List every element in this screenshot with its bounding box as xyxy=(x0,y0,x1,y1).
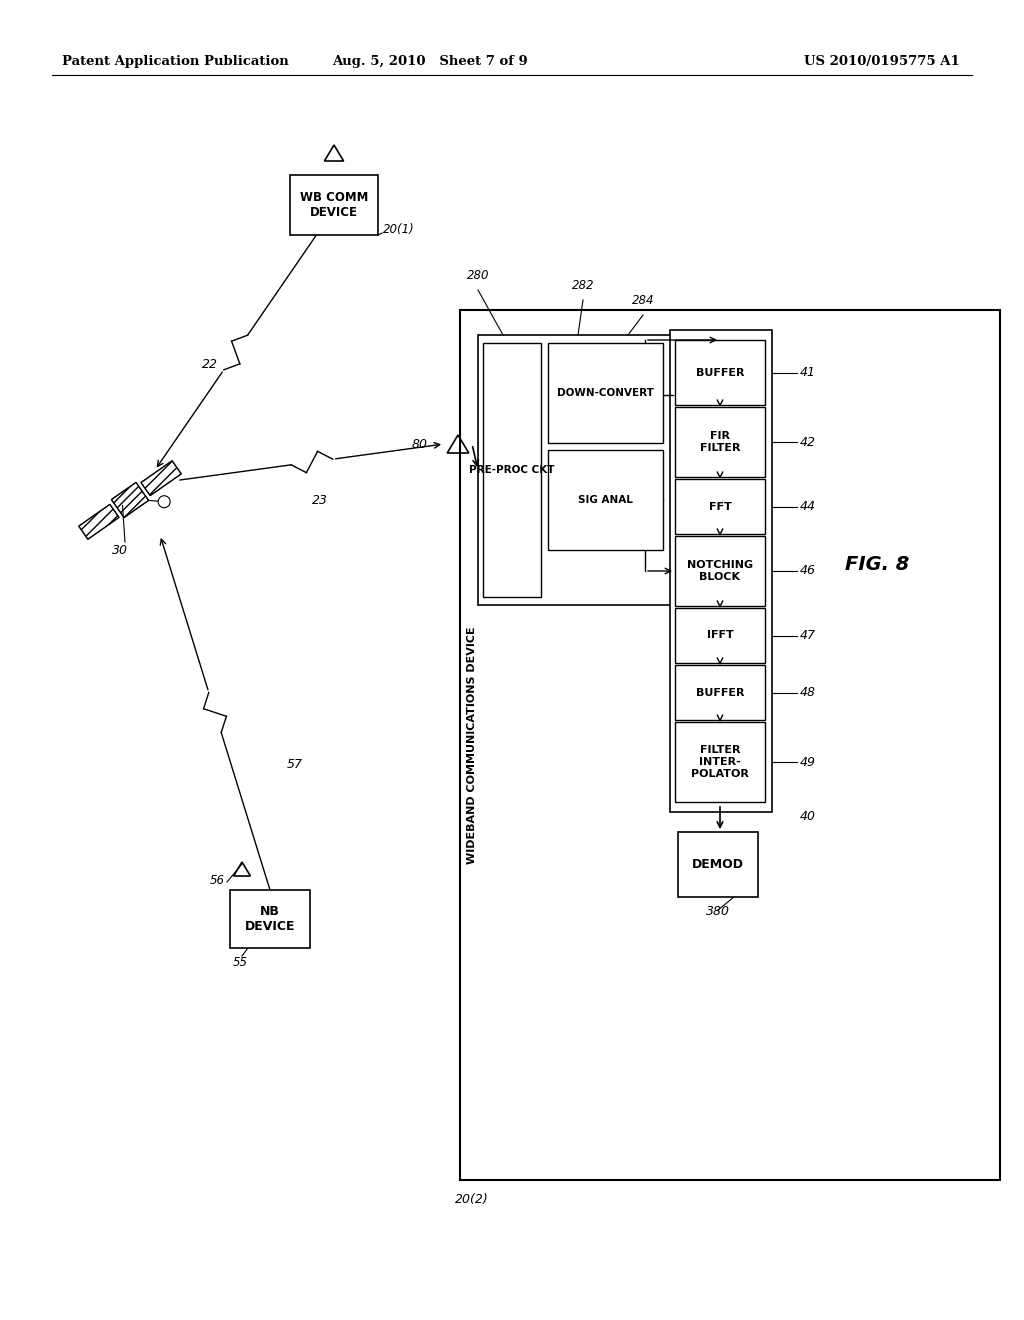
Bar xyxy=(675,479,765,535)
Bar xyxy=(675,407,765,477)
Text: 20(1): 20(1) xyxy=(383,223,415,236)
Text: 380: 380 xyxy=(706,906,730,917)
Bar xyxy=(230,890,310,948)
Text: US 2010/0195775 A1: US 2010/0195775 A1 xyxy=(804,55,961,69)
Bar xyxy=(675,536,765,606)
Polygon shape xyxy=(79,504,119,540)
Bar xyxy=(675,341,765,405)
Text: 56: 56 xyxy=(210,874,225,887)
Text: DEMOD: DEMOD xyxy=(692,858,744,871)
Text: 57: 57 xyxy=(287,759,303,771)
Text: 282: 282 xyxy=(571,279,594,292)
Bar xyxy=(290,176,378,235)
Polygon shape xyxy=(112,482,148,517)
Text: 46: 46 xyxy=(800,565,816,578)
Text: 284: 284 xyxy=(632,294,654,308)
Text: 44: 44 xyxy=(800,500,816,513)
Bar xyxy=(548,343,663,444)
Text: BUFFER: BUFFER xyxy=(695,688,744,697)
Text: 49: 49 xyxy=(800,755,816,768)
Text: FFT: FFT xyxy=(709,502,731,511)
Text: 55: 55 xyxy=(232,956,248,969)
Text: 22: 22 xyxy=(202,359,218,371)
Bar xyxy=(678,832,758,898)
Text: NB
DEVICE: NB DEVICE xyxy=(245,906,295,933)
Bar xyxy=(478,335,673,605)
Text: PRE-PROC CKT: PRE-PROC CKT xyxy=(469,465,555,475)
Circle shape xyxy=(158,496,170,508)
Text: WB COMM
DEVICE: WB COMM DEVICE xyxy=(300,191,369,219)
Text: 23: 23 xyxy=(312,494,328,507)
Text: Patent Application Publication: Patent Application Publication xyxy=(62,55,289,69)
Text: Aug. 5, 2010   Sheet 7 of 9: Aug. 5, 2010 Sheet 7 of 9 xyxy=(332,55,528,69)
Text: FIG. 8: FIG. 8 xyxy=(845,554,909,573)
Bar xyxy=(675,722,765,803)
Bar xyxy=(670,330,772,812)
Text: SIG ANAL: SIG ANAL xyxy=(579,495,633,506)
Bar xyxy=(675,609,765,663)
Text: 41: 41 xyxy=(800,366,816,379)
Polygon shape xyxy=(141,461,181,495)
Text: WIDEBAND COMMUNICATIONS DEVICE: WIDEBAND COMMUNICATIONS DEVICE xyxy=(467,626,477,863)
Text: 20(2): 20(2) xyxy=(455,1193,488,1206)
Bar xyxy=(675,665,765,719)
Bar xyxy=(483,343,541,597)
Text: FIR
FILTER: FIR FILTER xyxy=(699,432,740,453)
Text: 280: 280 xyxy=(467,269,489,282)
Bar xyxy=(548,450,663,550)
Text: DOWN-CONVERT: DOWN-CONVERT xyxy=(557,388,654,399)
Text: NOTCHING
BLOCK: NOTCHING BLOCK xyxy=(687,560,753,582)
Text: 30: 30 xyxy=(112,544,128,557)
Text: 47: 47 xyxy=(800,630,816,642)
Bar xyxy=(460,310,1000,1180)
Text: BUFFER: BUFFER xyxy=(695,367,744,378)
Text: 40: 40 xyxy=(800,810,816,824)
Text: 42: 42 xyxy=(800,436,816,449)
Text: 80: 80 xyxy=(412,437,428,450)
Text: 48: 48 xyxy=(800,686,816,700)
Text: IFFT: IFFT xyxy=(707,631,733,640)
Text: FILTER
INTER-
POLATOR: FILTER INTER- POLATOR xyxy=(691,746,749,779)
